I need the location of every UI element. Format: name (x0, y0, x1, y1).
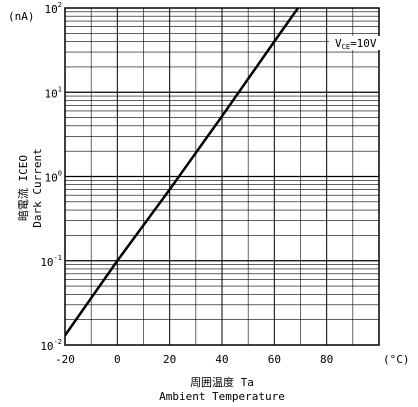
x-tick-label: 0 (114, 353, 121, 366)
y-tick-exponent: -2 (54, 338, 62, 346)
y-tick-label: 10-1 (40, 254, 62, 269)
plot-frame (64, 7, 380, 346)
x-axis-title-en: Ambient Temperature (159, 390, 285, 403)
x-unit-label: (°C) (383, 353, 410, 366)
legend-box (329, 36, 381, 50)
y-tick-exponent: -1 (54, 254, 62, 262)
y-tick-label: 10-2 (40, 338, 62, 353)
x-tick-label: 20 (163, 353, 176, 366)
grid (65, 8, 379, 345)
series-line (65, 8, 300, 337)
y-tick-base: 10 (40, 340, 53, 353)
legend-subscript: CE (342, 43, 350, 51)
x-tick-labels: -20 0 20 40 60 80 (55, 353, 333, 366)
y-tick-base: 10 (45, 3, 58, 16)
y-tick-base: 10 (45, 87, 58, 100)
legend-label: VCE=10V (335, 37, 377, 51)
y-tick-base: 10 (40, 256, 53, 269)
y-axis-title-jp: 暗電流 ICEO (16, 155, 30, 221)
y-tick-label: 102 (45, 1, 62, 16)
y-tick-exponent: 0 (58, 170, 62, 178)
y-unit-label: (nA) (8, 10, 35, 23)
legend-value: =10V (350, 37, 377, 50)
series-layer (65, 8, 300, 337)
y-axis-title-en: Dark Current (31, 148, 44, 227)
y-tick-exponent: 2 (58, 1, 62, 9)
x-tick-label: -20 (55, 353, 75, 366)
x-tick-label: 80 (320, 353, 333, 366)
x-tick-label: 40 (215, 353, 228, 366)
x-axis-title-jp: 周囲温度 Ta (190, 375, 254, 389)
y-tick-exponent: 1 (58, 85, 62, 93)
y-tick-base: 10 (45, 172, 58, 185)
y-tick-label: 100 (45, 170, 62, 185)
y-tick-label: 101 (45, 85, 62, 100)
x-tick-label: 60 (268, 353, 281, 366)
